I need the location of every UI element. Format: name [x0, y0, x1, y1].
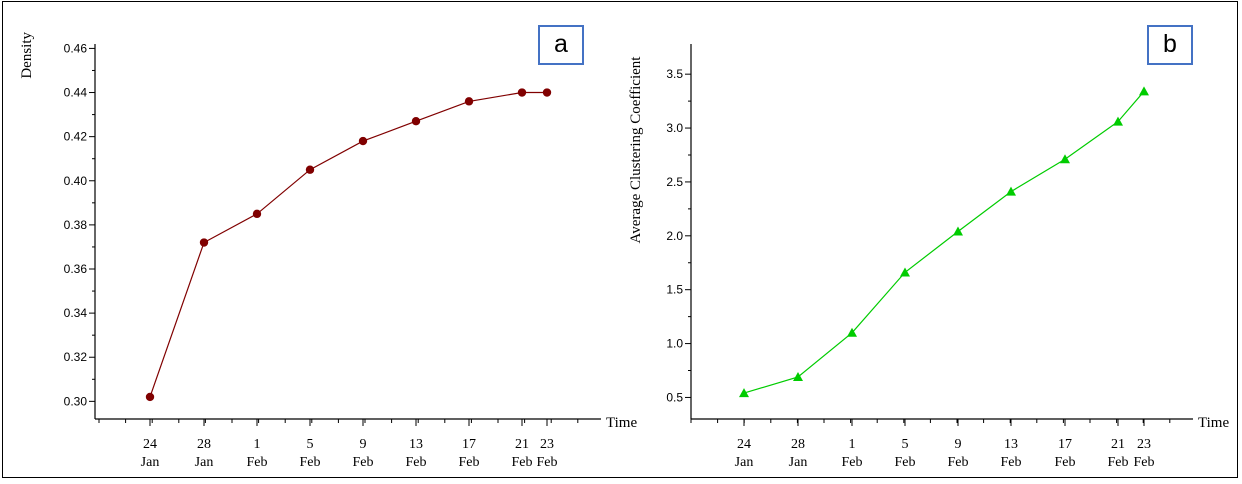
data-point [953, 226, 963, 236]
series-line [743, 91, 1145, 394]
data-point [847, 327, 857, 337]
y-tick-label: 3.0 [666, 121, 683, 135]
x-tick-label: 28 [197, 437, 211, 452]
x-tick-label: Feb [406, 455, 427, 470]
y-tick-label: 3.5 [666, 67, 683, 81]
x-tick-label: Jan [195, 455, 214, 470]
data-point [1139, 86, 1149, 96]
x-tick-label: 13 [1004, 437, 1018, 452]
x-tick-label: 24 [143, 437, 157, 452]
x-tick-label: Feb [948, 455, 969, 470]
y-tick-label: 0.46 [64, 41, 88, 55]
y-tick-label: 0.42 [64, 130, 88, 144]
y-axis-title: Density [19, 32, 35, 79]
x-tick-label: Feb [459, 455, 480, 470]
y-tick-label: 0.44 [64, 86, 88, 100]
data-point [145, 392, 155, 402]
x-tick-label: Jan [789, 455, 808, 470]
x-tick-label: 5 [902, 437, 909, 452]
data-point [464, 97, 474, 106]
x-tick-label: 23 [1137, 437, 1151, 452]
x-axis-title: Time [606, 415, 637, 431]
data-point [252, 209, 262, 219]
x-tick-label: Feb [842, 455, 863, 470]
x-tick-label: 5 [307, 437, 314, 452]
x-tick-label: Feb [1001, 455, 1022, 470]
data-point [199, 238, 209, 247]
x-tick-label: Feb [1108, 455, 1129, 470]
x-tick-label: Feb [1134, 455, 1155, 470]
x-tick-label: 17 [462, 437, 476, 452]
data-point [1006, 186, 1016, 196]
y-tick-label: 1.0 [666, 337, 683, 351]
data-point [411, 117, 421, 126]
x-tick-label: Jan [141, 455, 160, 470]
x-tick-label: 24 [737, 437, 751, 452]
panel-label-a: a [538, 25, 584, 65]
x-tick-label: Feb [300, 455, 321, 470]
x-tick-label: Feb [353, 455, 374, 470]
x-tick-label: 13 [409, 437, 423, 452]
series-line [149, 91, 547, 398]
x-tick-label: 21 [515, 437, 529, 452]
y-axis-title: Average Clustering Coefficient [628, 56, 644, 244]
data-point [542, 88, 552, 97]
x-tick-label: 9 [955, 437, 962, 452]
data-point [1113, 116, 1123, 126]
x-tick-label: 23 [540, 437, 554, 452]
x-tick-label: 1 [254, 437, 261, 452]
chart-a: 0.30 0.32 0.34 0.36 0.38 0.40 0.42 0.44 0.46 24 Ja… [19, 32, 637, 470]
y-tick-label: 0.38 [64, 218, 88, 232]
x-tick-label: Feb [537, 455, 558, 470]
y-tick-label: 0.36 [64, 262, 88, 276]
y-tick-label: 0.30 [64, 394, 88, 408]
data-point [739, 388, 749, 398]
y-tick-label: 2.0 [666, 229, 683, 243]
y-tick-label: 0.32 [64, 350, 88, 364]
data-point [358, 136, 368, 146]
x-tick-label: 17 [1058, 437, 1072, 452]
y-tick-label: 0.40 [64, 174, 88, 188]
x-tick-label: Feb [247, 455, 268, 470]
chart-b: 0.5 1.0 1.5 2.0 2.5 3.0 3.5 24 Jan 28 Jan 1 Feb 5 Feb 9… [628, 44, 1229, 470]
x-tick-label: 28 [791, 437, 805, 452]
data-point [517, 88, 527, 97]
x-tick-label: 1 [849, 437, 856, 452]
data-point [1060, 154, 1070, 164]
y-tick-label: 2.5 [666, 175, 683, 189]
x-tick-label: 21 [1111, 437, 1125, 452]
x-tick-label: Feb [895, 455, 916, 470]
chart-canvas: 0.30 0.32 0.34 0.36 0.38 0.40 0.42 0.44 0.46 24 Ja… [19, 32, 1229, 470]
data-point [900, 267, 910, 277]
x-tick-label: Jan [735, 455, 754, 470]
data-point [793, 371, 803, 381]
y-tick-label: 0.34 [64, 306, 88, 320]
data-point [305, 165, 315, 174]
x-tick-label: Feb [1055, 455, 1076, 470]
y-tick-label: 1.5 [666, 283, 683, 297]
x-tick-label: Feb [512, 455, 533, 470]
x-tick-label: 9 [360, 437, 367, 452]
y-tick-label: 0.5 [666, 390, 683, 404]
panel-label-b: b [1147, 25, 1193, 65]
x-axis-title: Time [1198, 415, 1229, 431]
